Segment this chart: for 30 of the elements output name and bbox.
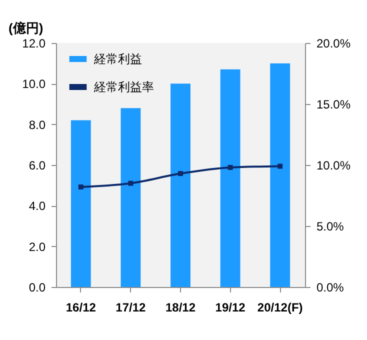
y-tick-label: 0.0 bbox=[28, 280, 46, 294]
x-tick-label: 20/12(F) bbox=[257, 300, 303, 314]
y-tick-label: 6.0 bbox=[28, 158, 46, 172]
x-tick-label: 16/12 bbox=[66, 300, 96, 314]
y2-tick-label: 15.0% bbox=[316, 98, 351, 112]
legend-label: 経常利益率 bbox=[93, 80, 154, 94]
x-tick-label: 18/12 bbox=[165, 300, 196, 314]
bar bbox=[70, 120, 91, 287]
y-tick-label: 12.0 bbox=[22, 36, 46, 50]
bar bbox=[120, 108, 141, 287]
legend-label: 経常利益 bbox=[93, 52, 142, 66]
bar bbox=[170, 84, 190, 287]
x-tick-label: 17/12 bbox=[116, 300, 146, 314]
point bbox=[128, 180, 134, 186]
y-tick-label: 8.0 bbox=[28, 118, 46, 132]
x-tick-label: 19/12 bbox=[215, 300, 246, 314]
point bbox=[278, 164, 283, 169]
y2-tick-label: 5.0% bbox=[316, 220, 344, 234]
y2-tick-label: 10.0% bbox=[316, 158, 351, 172]
y-tick-label: 10.0 bbox=[22, 77, 46, 92]
point bbox=[228, 164, 233, 170]
y2-tick-label: 20.0% bbox=[316, 36, 351, 50]
point bbox=[178, 171, 183, 176]
y-tick-label: 4.0 bbox=[28, 199, 46, 214]
y-tick-label: 2.0 bbox=[28, 240, 46, 254]
y2-tick-label: 0.0% bbox=[316, 280, 344, 294]
bar bbox=[220, 69, 240, 287]
point bbox=[78, 184, 84, 190]
y-axis-title: (億円) bbox=[8, 20, 44, 36]
bar bbox=[270, 63, 290, 287]
